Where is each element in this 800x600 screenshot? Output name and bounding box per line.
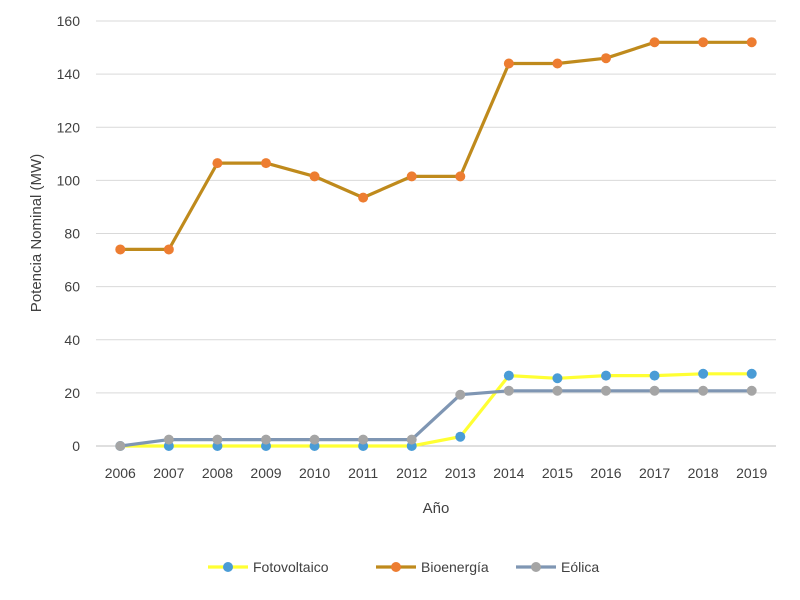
data-point: [698, 368, 709, 379]
legend: Fotovoltaico Bioenergía Eólica: [208, 559, 599, 575]
data-point: [552, 373, 563, 384]
y-tick-label: 160: [57, 13, 81, 29]
x-tick-label: 2016: [590, 465, 621, 481]
x-tick-label: 2009: [250, 465, 281, 481]
y-tick-label: 140: [57, 66, 81, 82]
x-tick-label: 2008: [202, 465, 233, 481]
data-point: [649, 37, 660, 48]
data-point: [503, 58, 514, 69]
data-point: [261, 158, 271, 169]
data-point: [649, 385, 660, 396]
data-point: [358, 434, 369, 445]
legend-item: Eólica: [516, 559, 599, 575]
data-point: [746, 385, 757, 396]
data-point: [552, 58, 563, 69]
data-point: [212, 434, 223, 445]
legend-marker: [223, 562, 233, 572]
y-tick-label: 120: [57, 119, 81, 135]
data-point: [358, 192, 369, 203]
y-tick-label: 60: [64, 279, 80, 295]
x-tick-label: 2012: [396, 465, 427, 481]
legend-marker: [391, 562, 401, 572]
data-point: [163, 434, 174, 445]
x-tick-label: 2018: [688, 465, 719, 481]
legend-label: Fotovoltaico: [253, 559, 329, 575]
data-point: [455, 389, 466, 400]
x-tick-label: 2011: [348, 465, 378, 481]
data-point: [698, 37, 709, 48]
y-axis-title: Potencia Nominal (MW): [28, 154, 45, 312]
y-tick-label: 40: [64, 332, 80, 348]
series-2: [115, 37, 757, 255]
data-point: [115, 441, 126, 451]
data-point: [601, 370, 611, 381]
data-point: [698, 385, 709, 396]
series-group: [115, 37, 757, 451]
series-line: [118, 372, 754, 448]
data-point: [115, 244, 126, 255]
y-tick-label: 80: [64, 226, 80, 242]
data-point: [261, 434, 271, 445]
x-axis-title: Año: [423, 500, 450, 517]
x-tick-label: 2007: [153, 465, 184, 481]
x-tick-label: 2010: [299, 465, 330, 481]
data-point: [552, 385, 563, 396]
legend-label: Bioenergía: [421, 559, 489, 575]
data-point: [455, 431, 466, 442]
y-tick-label: 0: [72, 438, 80, 454]
series-line: [118, 40, 754, 251]
x-tick-label: 2006: [105, 465, 136, 481]
x-tick-label: 2014: [493, 465, 524, 481]
legend-item: Fotovoltaico: [208, 559, 329, 575]
x-axis-ticks: 2006 2007 2008 2009 2010 2011 2012 2013 2014 2015…: [105, 465, 768, 481]
legend-label: Eólica: [561, 559, 599, 575]
legend-marker: [531, 562, 541, 572]
data-point: [649, 370, 660, 381]
data-point: [455, 171, 466, 182]
data-point: [601, 53, 611, 64]
series-line: [118, 389, 754, 448]
y-tick-label: 20: [64, 385, 80, 401]
data-point: [309, 434, 320, 445]
data-point: [503, 385, 514, 396]
y-tick-label: 100: [57, 172, 81, 188]
data-point: [503, 370, 514, 381]
x-tick-label: 2013: [445, 465, 476, 481]
x-tick-label: 2019: [736, 465, 767, 481]
y-axis-ticks: 0 20 40 60 80 100 120 140 160: [57, 13, 81, 454]
series-3: [115, 385, 757, 451]
data-point: [601, 385, 611, 396]
data-point: [309, 171, 320, 182]
data-point: [406, 171, 417, 182]
x-tick-label: 2015: [542, 465, 573, 481]
legend-item: Bioenergía: [376, 559, 489, 575]
data-point: [212, 158, 223, 169]
data-point: [746, 37, 757, 48]
data-point: [746, 368, 757, 379]
data-point: [163, 244, 174, 255]
data-point: [406, 434, 417, 445]
x-tick-label: 2017: [639, 465, 670, 481]
